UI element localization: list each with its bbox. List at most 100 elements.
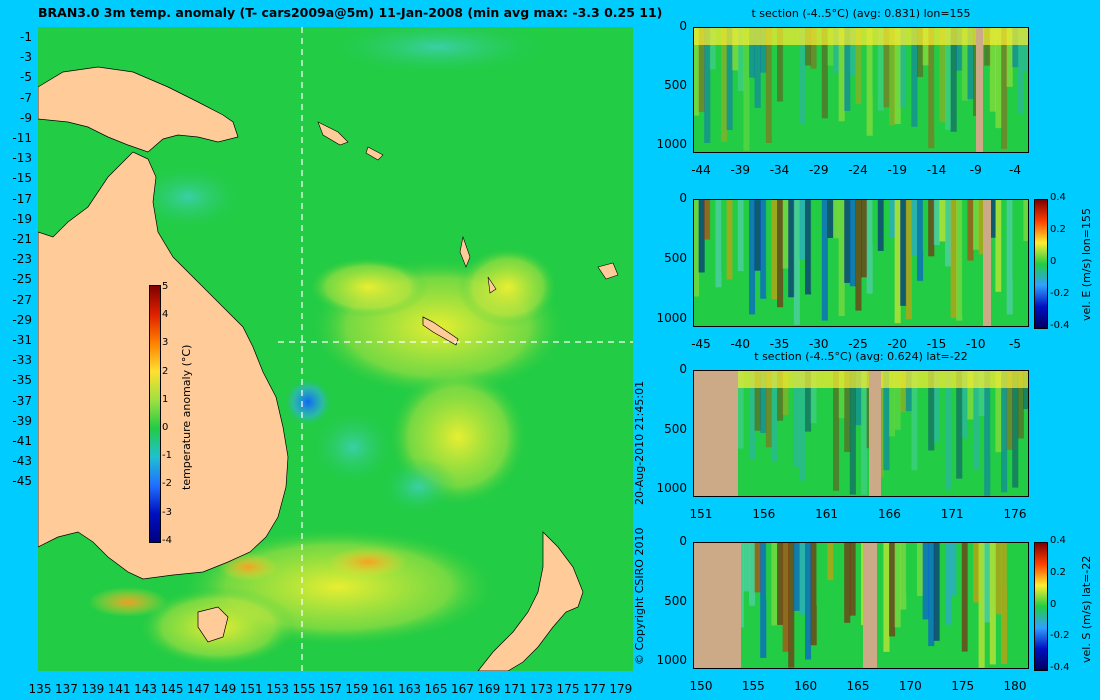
lon-tick-label: 137 (54, 682, 78, 696)
section-x-tick-label: -40 (730, 337, 751, 351)
velocity-colorbar (1034, 199, 1048, 329)
lat-tick-label: -3 (20, 50, 32, 65)
velocity-colorbar-tick: 0.2 (1050, 566, 1066, 578)
lat-tick-label: -21 (12, 232, 32, 246)
section-x-tick-label: -9 (969, 163, 982, 177)
panel-title: t section (-4..5°C) (avg: 0.624) lat=-22 (754, 350, 968, 363)
depth-tick-label: 1000 (656, 481, 687, 496)
velocity-colorbar-tick: 0.2 (1050, 224, 1066, 235)
lon-tick-label: 167 (450, 682, 474, 696)
section-x-tick-label: -5 (1009, 337, 1021, 351)
depth-tick-label: 0 (679, 362, 687, 376)
velocity-colorbar-tick: -0.2 (1050, 630, 1070, 642)
lon-tick-label: 169 (477, 682, 501, 696)
map-colorbar (149, 285, 161, 543)
velocity-colorbar-label: vel. S (m/s) lat=-22 (1080, 555, 1093, 663)
lon-tick-label: 171 (503, 682, 527, 696)
colorbar-tick-label: 0 (162, 422, 169, 433)
lat-tick-label: -1 (20, 30, 32, 44)
lat-tick-label: -35 (12, 373, 32, 388)
lat-tick-label: -27 (12, 292, 32, 307)
lon-tick-label: 157 (318, 682, 342, 696)
lon-tick-label: 145 (160, 682, 184, 696)
depth-tick-label: 0 (679, 191, 687, 205)
section-x-tick-label: 155 (741, 679, 765, 693)
velocity-colorbar-tick: -0.4 (1050, 662, 1070, 673)
section-x-tick-label: 166 (877, 507, 901, 521)
colorbar-tick-label: -3 (162, 506, 172, 518)
lon-tick-label: 163 (398, 682, 422, 696)
velocity-colorbar-label: vel. E (m/s) lon=155 (1080, 208, 1093, 321)
map-svg (38, 27, 633, 671)
depth-tick-label: 1000 (656, 137, 687, 152)
depth-tick-label: 500 (664, 593, 687, 608)
lat-tick-label: -33 (12, 353, 32, 368)
section-plot (693, 370, 1029, 497)
colorbar-tick-label: 1 (162, 393, 169, 405)
section-x-tick-label: 156 (752, 507, 776, 521)
section-x-tick-label: 171 (940, 507, 964, 521)
lat-tick-label: -17 (12, 191, 32, 206)
lat-tick-label: -19 (12, 211, 32, 226)
lat-tick-label: -31 (12, 333, 32, 347)
section-x-tick-label: 170 (898, 679, 922, 693)
lon-tick-label: 179 (609, 682, 633, 696)
velocity-colorbar-tick: 0 (1050, 598, 1057, 610)
velocity-colorbar (1034, 542, 1048, 671)
lon-tick-label: 165 (424, 682, 448, 696)
section-x-tick-label: 150 (689, 679, 713, 693)
depth-tick-label: 1000 (656, 653, 687, 668)
section-x-tick-label: -4 (1009, 163, 1021, 177)
section-x-tick-label: -20 (887, 337, 908, 351)
colorbar-tick-label: 4 (162, 309, 169, 321)
depth-tick-label: 500 (664, 421, 687, 436)
section-x-tick-label: 180 (1003, 679, 1027, 693)
section-x-tick-label: -24 (848, 163, 868, 177)
lon-tick-label: 159 (345, 682, 369, 696)
lat-tick-label: -37 (12, 393, 32, 408)
section-x-tick-label: -10 (965, 337, 986, 351)
section-x-tick-label: -35 (769, 337, 790, 351)
section-x-tick-label: 161 (815, 507, 839, 521)
velocity-colorbar-tick: 0 (1050, 256, 1057, 267)
panel-title: t section (-4..5°C) (avg: 0.831) lon=155 (751, 7, 971, 20)
section-x-tick-label: -25 (848, 337, 868, 351)
depth-tick-label: 0 (679, 19, 687, 33)
lat-tick-label: -45 (12, 474, 32, 489)
lon-tick-label: 175 (556, 682, 580, 696)
lon-tick-label: 143 (134, 682, 158, 696)
section-x-tick-label: -14 (926, 163, 947, 177)
lon-tick-label: 149 (213, 682, 237, 696)
lat-tick-label: -41 (12, 434, 32, 448)
lat-tick-label: -9 (20, 110, 32, 125)
lon-tick-label: 139 (81, 682, 105, 696)
map-colorbar-label: temperature anomaly (°C) (180, 344, 193, 490)
colorbar-tick-label: 5 (162, 281, 169, 292)
lat-tick-label: -15 (12, 171, 32, 186)
lon-tick-label: 161 (371, 682, 395, 696)
lon-tick-label: 141 (107, 682, 131, 696)
lon-tick-label: 147 (186, 682, 210, 696)
lat-tick-label: -43 (12, 454, 32, 469)
section-x-tick-label: 165 (846, 679, 870, 693)
lon-tick-label: 155 (292, 682, 316, 696)
section-plot (693, 27, 1029, 153)
lat-tick-label: -23 (12, 252, 32, 267)
section-x-tick-label: -44 (691, 163, 711, 177)
section-x-tick-label: -30 (808, 337, 829, 351)
velocity-colorbar-tick: -0.2 (1050, 288, 1070, 299)
velocity-colorbar-tick: 0.4 (1050, 192, 1066, 203)
colorbar-tick-label: 2 (162, 365, 169, 377)
colorbar-tick-label: -2 (162, 478, 172, 490)
lat-tick-label: -39 (12, 413, 32, 428)
depth-tick-label: 500 (664, 251, 687, 266)
depth-tick-label: 1000 (656, 311, 687, 326)
section-x-tick-label: 176 (1003, 507, 1027, 521)
lat-tick-label: -13 (12, 151, 32, 166)
map-title: BRAN3.0 3m temp. anomaly (T- cars2009a@5… (38, 5, 663, 20)
lon-tick-label: 153 (266, 682, 290, 696)
lon-tick-label: 177 (582, 682, 606, 696)
section-x-tick-label: -45 (691, 337, 711, 351)
section-x-tick-label: 151 (689, 507, 713, 521)
temperature-anomaly-map (38, 27, 633, 671)
